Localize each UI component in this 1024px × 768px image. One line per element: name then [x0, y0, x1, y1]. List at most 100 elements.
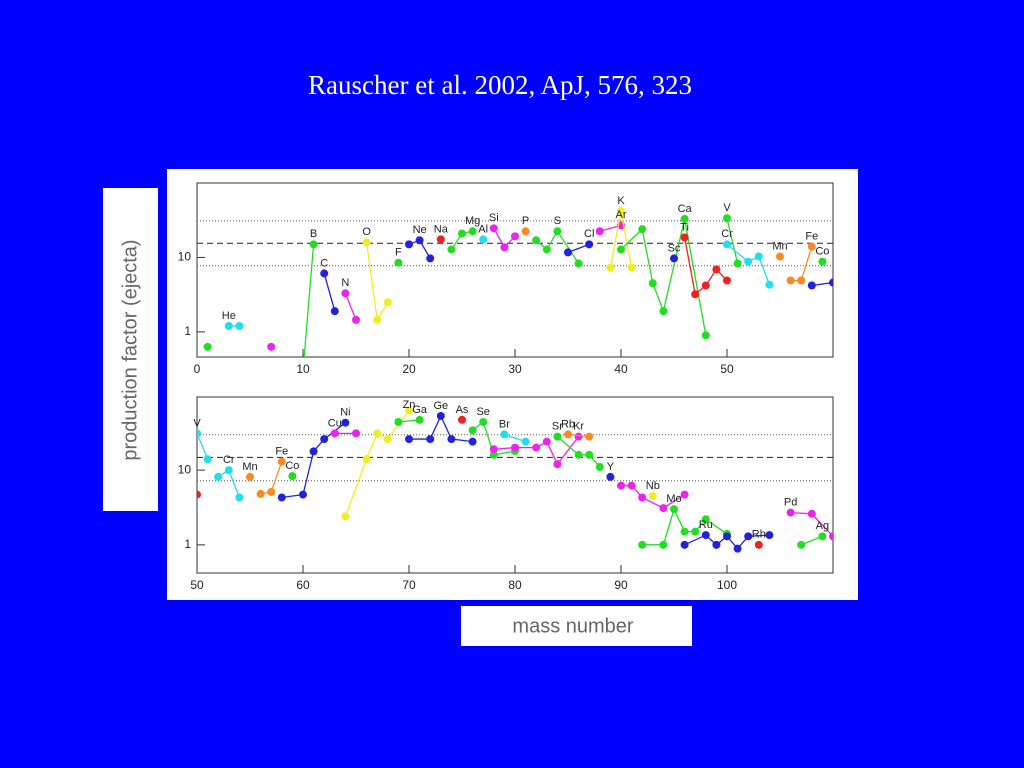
data-point [277, 457, 286, 466]
data-point [246, 472, 254, 481]
series-label: Zn [403, 399, 416, 411]
data-point [235, 321, 244, 330]
data-point [617, 245, 625, 254]
series-label: N [341, 277, 349, 289]
data-point [235, 493, 244, 502]
series-label: Si [489, 212, 499, 224]
xlabel-box [461, 606, 692, 646]
data-point [521, 227, 530, 236]
data-point [405, 406, 413, 415]
data-point [373, 429, 382, 438]
data-point [458, 229, 466, 238]
data-point [214, 472, 223, 481]
data-point [733, 544, 742, 553]
y-tick-label: 1 [184, 537, 191, 551]
series-label: P [522, 215, 529, 227]
data-point [426, 435, 435, 444]
series-label: O [362, 226, 371, 238]
data-point [786, 508, 795, 517]
data-point [595, 227, 604, 236]
series-label: Fe [275, 445, 288, 457]
data-point [320, 435, 329, 444]
series-line [344, 293, 357, 321]
data-point [670, 254, 678, 263]
data-point [797, 540, 806, 549]
series-label: Mg [465, 215, 480, 227]
series-label: Mn [242, 461, 257, 473]
data-point [426, 254, 435, 263]
data-point [383, 435, 392, 444]
data-point [680, 233, 689, 242]
data-point [627, 481, 636, 490]
x-axis-label: mass number [512, 615, 633, 637]
series-label: Ar [616, 209, 627, 221]
data-point [723, 214, 731, 223]
data-point [383, 298, 392, 307]
data-point [776, 252, 784, 261]
series-line [726, 218, 739, 264]
y-tick-label: 10 [178, 462, 192, 476]
data-point [765, 531, 774, 540]
data-point [807, 242, 816, 251]
data-point [723, 240, 731, 249]
x-tick-label: 60 [296, 578, 310, 592]
series-label: Ge [433, 400, 448, 412]
data-point [468, 426, 477, 435]
data-point [680, 214, 689, 223]
series-label: Mo [666, 493, 681, 505]
data-point [447, 245, 456, 254]
y-tick-label: 10 [178, 250, 192, 264]
series-label: Co [815, 245, 829, 257]
data-point [479, 235, 488, 244]
data-point [574, 450, 583, 459]
data-point [627, 263, 636, 272]
data-point [680, 527, 689, 536]
x-tick-label: 10 [296, 362, 310, 376]
data-point [701, 331, 710, 340]
data-point [712, 540, 721, 549]
data-point [309, 240, 318, 249]
data-point [458, 415, 466, 424]
data-point [617, 207, 625, 216]
data-point [542, 437, 551, 446]
data-point [489, 450, 498, 459]
data-point [585, 240, 594, 249]
series-label: Se [476, 406, 489, 418]
data-point [765, 280, 774, 289]
data-point [638, 540, 647, 549]
series-line [556, 436, 601, 468]
y-axis-label: production factor (ejecta) [119, 239, 141, 460]
data-point [479, 417, 488, 426]
data-point [267, 342, 276, 351]
data-point [415, 236, 424, 245]
data-point [373, 315, 382, 324]
data-point [341, 289, 350, 298]
data-point [553, 460, 562, 469]
data-point [659, 307, 668, 316]
data-point [489, 224, 498, 233]
data-point [224, 321, 233, 330]
data-point [341, 512, 350, 521]
data-point [617, 481, 625, 490]
data-point [500, 430, 509, 439]
data-point [585, 432, 594, 441]
series-label: F [395, 247, 402, 259]
series-line [303, 244, 315, 357]
series-label: S [554, 215, 561, 227]
data-point [267, 487, 276, 496]
data-point [786, 276, 795, 285]
series-label: K [617, 195, 625, 207]
data-point [701, 515, 710, 524]
data-point [415, 415, 424, 424]
data-point [394, 417, 403, 426]
data-point [659, 540, 668, 549]
series-line [535, 229, 580, 264]
data-point [352, 429, 360, 438]
series-line [472, 420, 516, 456]
ylabel-box [103, 188, 158, 511]
series-label: V [723, 202, 731, 214]
series-label: Pd [784, 496, 797, 508]
data-point [362, 455, 371, 464]
series-label: Ru [699, 519, 713, 531]
